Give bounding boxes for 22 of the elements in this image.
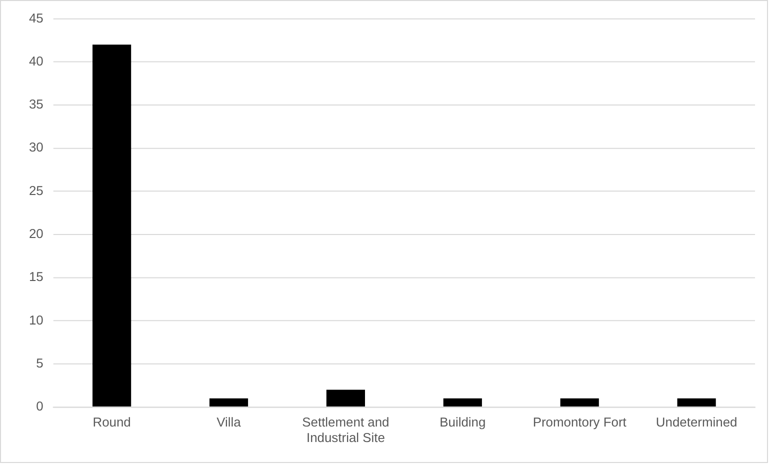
x-tick-label: Building: [440, 414, 486, 430]
y-tick-label: 10: [28, 312, 44, 328]
y-tick-label: 5: [36, 355, 44, 370]
x-tick-label: Round: [92, 414, 131, 430]
y-tick-label: 40: [28, 53, 44, 68]
y-tick-label: 45: [28, 10, 44, 26]
y-tick-label: 35: [28, 96, 44, 112]
bar: [326, 390, 365, 407]
y-tick-label: 0: [36, 398, 44, 414]
y-tick-label: 15: [28, 269, 44, 284]
x-tick-label: Settlement and Industrial Site: [302, 414, 390, 445]
bar: [443, 398, 482, 407]
bar: [560, 398, 599, 407]
x-tick-label: Undetermined: [656, 414, 738, 430]
y-tick-label: 30: [28, 140, 44, 155]
x-tick-label: Promontory Fort: [532, 414, 627, 430]
bar: [209, 398, 248, 407]
bar: [677, 398, 716, 407]
y-tick-label: 20: [28, 226, 44, 242]
x-tick-label: Villa: [216, 414, 242, 430]
y-tick-label: 25: [28, 182, 44, 198]
bar: [92, 44, 132, 407]
